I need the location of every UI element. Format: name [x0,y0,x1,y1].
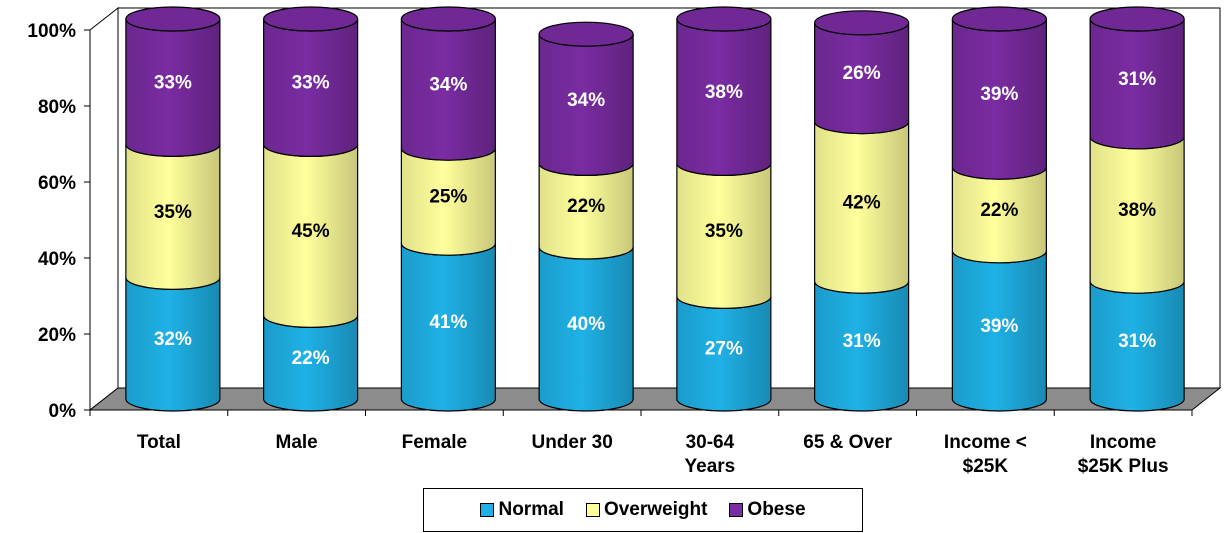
x-tick-label: Female [402,432,467,453]
data-label: 38% [1118,200,1156,221]
data-label: 39% [980,316,1018,337]
legend: Normal Overweight Obese [423,488,863,532]
bar-top [263,6,359,32]
data-label: 33% [154,73,192,94]
bar-top [1089,6,1185,32]
y-tick-label: 80% [38,97,76,118]
data-label: 35% [705,221,743,242]
x-tick-label: Income [1090,432,1157,453]
data-label: 26% [843,63,881,84]
legend-item: Normal [480,499,564,521]
legend-swatch [480,503,495,517]
x-tick-label: Income < [944,432,1027,453]
bar-top [125,6,221,32]
x-tick-label: 65 & Over [803,432,892,453]
bar-top [400,6,496,32]
y-tick-label: 100% [27,21,76,42]
x-tick-label: $25K [963,456,1009,477]
bar-column: 22% 45% 33% [263,6,359,412]
y-tick-label: 20% [38,325,76,346]
data-label: 31% [1118,69,1156,90]
data-label: 22% [292,348,330,369]
x-tick-label: Under 30 [531,432,612,453]
floor [88,387,1222,411]
data-label: 38% [705,82,743,103]
bar-top [676,6,772,32]
data-label: 42% [843,192,881,213]
data-label: 39% [980,84,1018,105]
legend-label: Overweight [603,499,708,520]
bar-column: 31% 38% 31% [1089,6,1185,412]
bar-column: 40% 22% 34% [538,21,634,412]
y-tick-label: 60% [38,173,76,194]
x-tick-label: $25K Plus [1078,456,1169,477]
bar-column: 27% 35% 38% [676,6,772,412]
legend-item: Obese [729,499,806,521]
data-label: 27% [705,339,743,360]
data-label: 31% [1118,331,1156,352]
data-label: 25% [429,187,467,208]
y-tick-label: 0% [49,401,77,422]
bar-column: 39% 22% 39% [951,6,1047,412]
data-label: 40% [567,314,605,335]
data-label: 45% [292,221,330,242]
bar-column: 32% 35% 33% [125,6,221,412]
data-label: 34% [567,90,605,111]
bar-column: 41% 25% 34% [400,6,496,412]
bar-top [538,21,634,47]
legend-item: Overweight [585,499,708,521]
data-label: 41% [429,312,467,333]
bar-top [951,6,1047,32]
side-wall [89,6,119,412]
legend-label: Normal [498,499,564,520]
data-label: 35% [154,202,192,223]
legend-swatch [729,503,744,517]
data-label: 33% [292,73,330,94]
legend-swatch [585,503,600,517]
x-tick-label: Years [685,456,736,477]
y-tick-label: 40% [38,249,76,270]
x-tick-label: Total [137,432,181,453]
bar-column: 31% 42% 26% [814,10,910,412]
x-tick-label: 30-64 [686,432,735,453]
data-label: 22% [567,196,605,217]
bar-top [814,10,910,36]
data-label: 22% [980,200,1018,221]
data-label: 34% [429,75,467,96]
data-label: 32% [154,329,192,350]
data-label: 31% [843,331,881,352]
x-tick-label: Male [276,432,318,453]
legend-label: Obese [747,499,806,520]
